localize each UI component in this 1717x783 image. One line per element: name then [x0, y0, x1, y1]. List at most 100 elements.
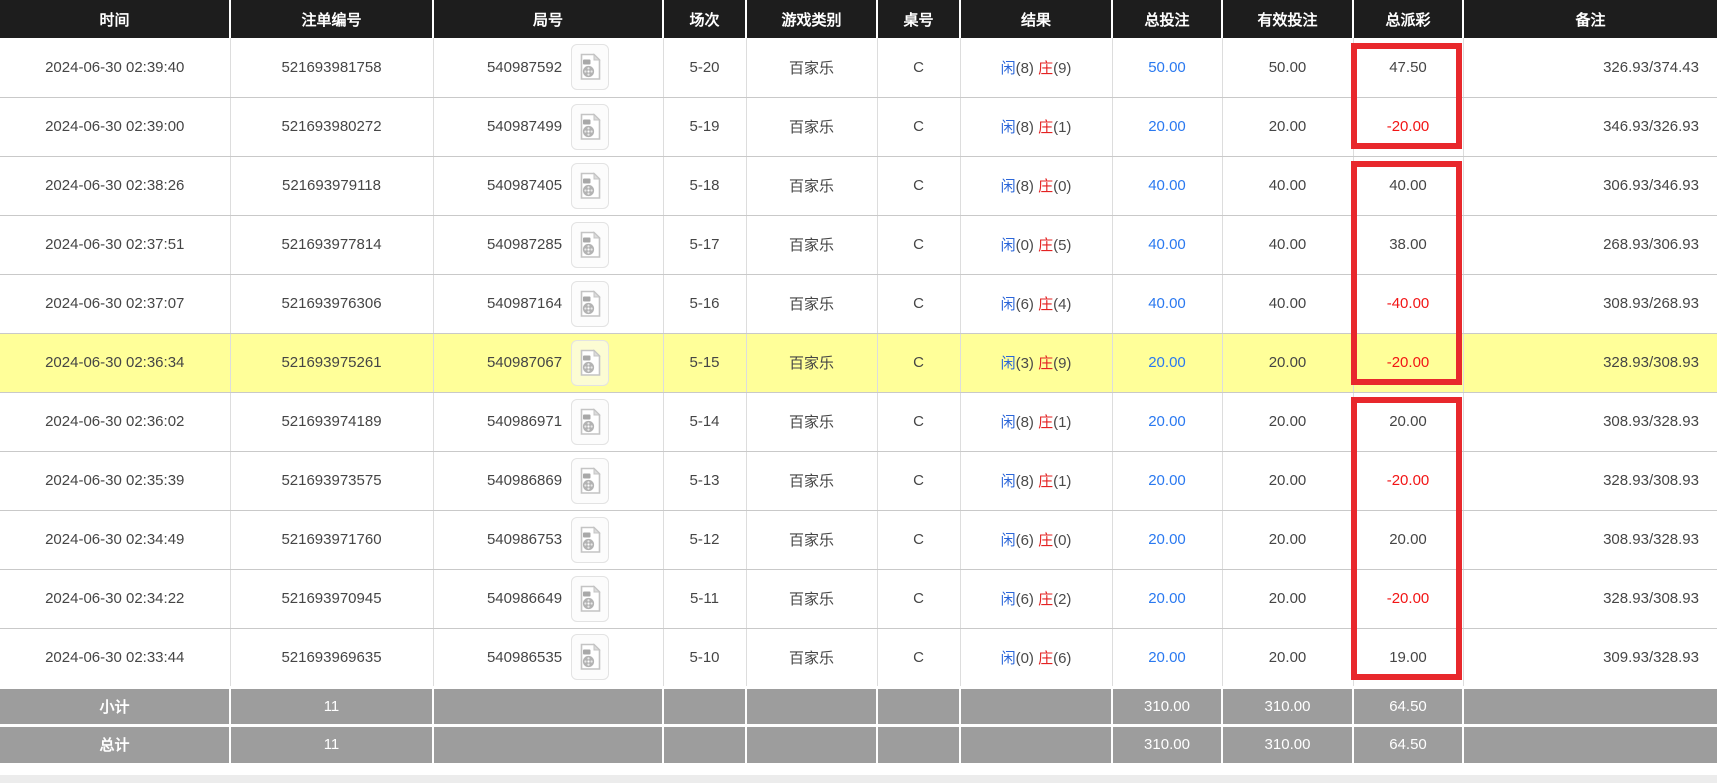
- cell-time: 2024-06-30 02:36:34: [0, 333, 231, 393]
- summary-total-bet: 310.00: [1112, 723, 1223, 763]
- result-player-score: (8): [1015, 414, 1039, 431]
- subtotal-row: 小计 11 310.00 310.00 64.50: [0, 685, 1717, 725]
- cell-total-bet[interactable]: 20.00: [1112, 97, 1223, 157]
- cell-table-no: C: [877, 451, 961, 511]
- round-id-group: 540987285: [486, 221, 610, 268]
- cell-total-bet[interactable]: 20.00: [1112, 451, 1223, 511]
- video-replay-icon: [580, 407, 601, 435]
- cell-time: 2024-06-30 02:35:39: [0, 451, 231, 511]
- round-id-group: 540986535: [486, 634, 610, 680]
- cell-remark: 346.93/326.93: [1463, 97, 1717, 157]
- cell-bet-id: 521693969635: [230, 628, 434, 688]
- result-player-label: 闲: [1000, 532, 1016, 549]
- cell-round-id: 540987592: [433, 38, 664, 98]
- video-replay-button[interactable]: [571, 103, 610, 150]
- cell-result: 闲(8) 庄(9): [960, 38, 1113, 98]
- summary-count: 11: [230, 723, 434, 763]
- header-game: 游戏类别: [746, 0, 878, 38]
- result-banker-score: (1): [1053, 473, 1072, 490]
- cell-round-id: 540987164: [433, 274, 664, 334]
- cell-total-bet[interactable]: 20.00: [1112, 510, 1223, 570]
- video-replay-button[interactable]: [571, 221, 610, 268]
- video-replay-button[interactable]: [571, 516, 610, 563]
- round-id-group: 540986971: [487, 398, 610, 445]
- cell-table-no: C: [877, 628, 961, 688]
- header-session: 场次: [663, 0, 747, 38]
- video-replay-button[interactable]: [571, 339, 610, 386]
- table-row: 2024-06-30 02:39:00 521693980272 540987499…: [0, 97, 1717, 157]
- cell-payout: -20.00: [1353, 569, 1464, 629]
- cell-bet-id: 521693980272: [230, 97, 434, 157]
- result-player-label: 闲: [1000, 237, 1016, 254]
- cell-total-bet[interactable]: 20.00: [1112, 628, 1223, 688]
- cell-payout: 40.00: [1353, 156, 1464, 216]
- result-player-label: 闲: [1000, 296, 1016, 313]
- round-id-text: 540987285: [486, 236, 563, 253]
- summary-session: [663, 723, 747, 763]
- cell-remark: 328.93/308.93: [1463, 451, 1717, 511]
- cell-game: 百家乐: [746, 628, 878, 688]
- video-replay-button[interactable]: [571, 44, 610, 91]
- cell-total-bet[interactable]: 20.00: [1112, 569, 1223, 629]
- cell-remark: 328.93/308.93: [1463, 569, 1717, 629]
- result-banker-label: 庄: [1038, 296, 1054, 313]
- result-banker-score: (9): [1053, 355, 1072, 372]
- cell-total-bet[interactable]: 40.00: [1112, 274, 1223, 334]
- video-replay-button[interactable]: [571, 575, 610, 622]
- result-banker-score: (1): [1053, 119, 1072, 136]
- cell-payout: -20.00: [1353, 451, 1464, 511]
- summary-payout: 64.50: [1353, 723, 1464, 763]
- cell-time: 2024-06-30 02:39:00: [0, 97, 231, 157]
- cell-session: 5-12: [663, 510, 747, 570]
- cell-total-bet[interactable]: 20.00: [1112, 392, 1223, 452]
- video-replay-button[interactable]: [571, 634, 610, 680]
- result-banker-score: (0): [1053, 178, 1072, 195]
- summary-result: [960, 723, 1113, 763]
- cell-round-id: 540987499: [433, 97, 664, 157]
- cell-payout: -40.00: [1353, 274, 1464, 334]
- result-banker-label: 庄: [1038, 414, 1054, 431]
- cell-valid-bet: 50.00: [1222, 38, 1354, 98]
- cell-session: 5-16: [663, 274, 747, 334]
- round-id-group: 540986869: [486, 457, 610, 504]
- cell-result: 闲(6) 庄(0): [960, 510, 1113, 570]
- summary-round-id: [433, 685, 664, 725]
- cell-time: 2024-06-30 02:36:02: [0, 392, 231, 452]
- summary-valid-bet: 310.00: [1222, 723, 1354, 763]
- video-replay-button[interactable]: [571, 162, 610, 209]
- cell-bet-id: 521693981758: [230, 38, 434, 98]
- video-replay-button[interactable]: [571, 457, 610, 504]
- round-id-text: 540986535: [486, 648, 563, 666]
- video-replay-icon: [580, 171, 601, 199]
- cell-valid-bet: 20.00: [1222, 510, 1354, 570]
- result-player-score: (0): [1015, 237, 1039, 254]
- cell-total-bet[interactable]: 50.00: [1112, 38, 1223, 98]
- header-total-bet: 总投注: [1112, 0, 1223, 38]
- cell-round-id: 540986649: [433, 569, 664, 629]
- cell-round-id: 540986971: [433, 392, 664, 452]
- result-player-label: 闲: [1000, 591, 1016, 608]
- summary-label: 总计: [0, 723, 231, 763]
- summary-round-id: [433, 723, 664, 763]
- result-player-score: (6): [1015, 532, 1039, 549]
- result-banker-label: 庄: [1038, 119, 1054, 136]
- round-id-text: 540987592: [486, 58, 563, 76]
- cell-result: 闲(0) 庄(6): [960, 628, 1113, 688]
- video-replay-button[interactable]: [571, 280, 610, 327]
- cell-table-no: C: [877, 97, 961, 157]
- cell-total-bet[interactable]: 40.00: [1112, 156, 1223, 216]
- cell-session: 5-18: [663, 156, 747, 216]
- cell-session: 5-20: [663, 38, 747, 98]
- cell-result: 闲(8) 庄(1): [960, 97, 1113, 157]
- round-id-text: 540986869: [486, 472, 563, 489]
- cell-total-bet[interactable]: 20.00: [1112, 333, 1223, 393]
- table-row: 2024-06-30 02:38:26 521693979118 540987405…: [0, 156, 1717, 216]
- video-replay-button[interactable]: [571, 398, 610, 445]
- video-replay-icon: [580, 230, 601, 258]
- cell-remark: 326.93/374.43: [1463, 38, 1717, 98]
- cell-total-bet[interactable]: 40.00: [1112, 215, 1223, 275]
- cell-remark: 268.93/306.93: [1463, 215, 1717, 275]
- table-row: 2024-06-30 02:35:39 521693973575 540986869…: [0, 451, 1717, 511]
- cell-bet-id: 521693975261: [230, 333, 434, 393]
